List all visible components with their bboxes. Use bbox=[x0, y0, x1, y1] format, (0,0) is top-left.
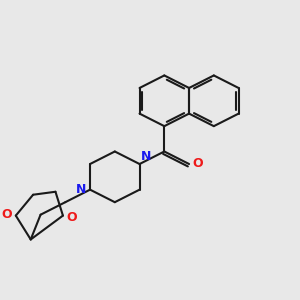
Text: O: O bbox=[67, 212, 77, 224]
Text: N: N bbox=[141, 150, 152, 164]
Text: O: O bbox=[192, 157, 203, 170]
Text: N: N bbox=[76, 183, 86, 196]
Text: O: O bbox=[2, 208, 12, 220]
